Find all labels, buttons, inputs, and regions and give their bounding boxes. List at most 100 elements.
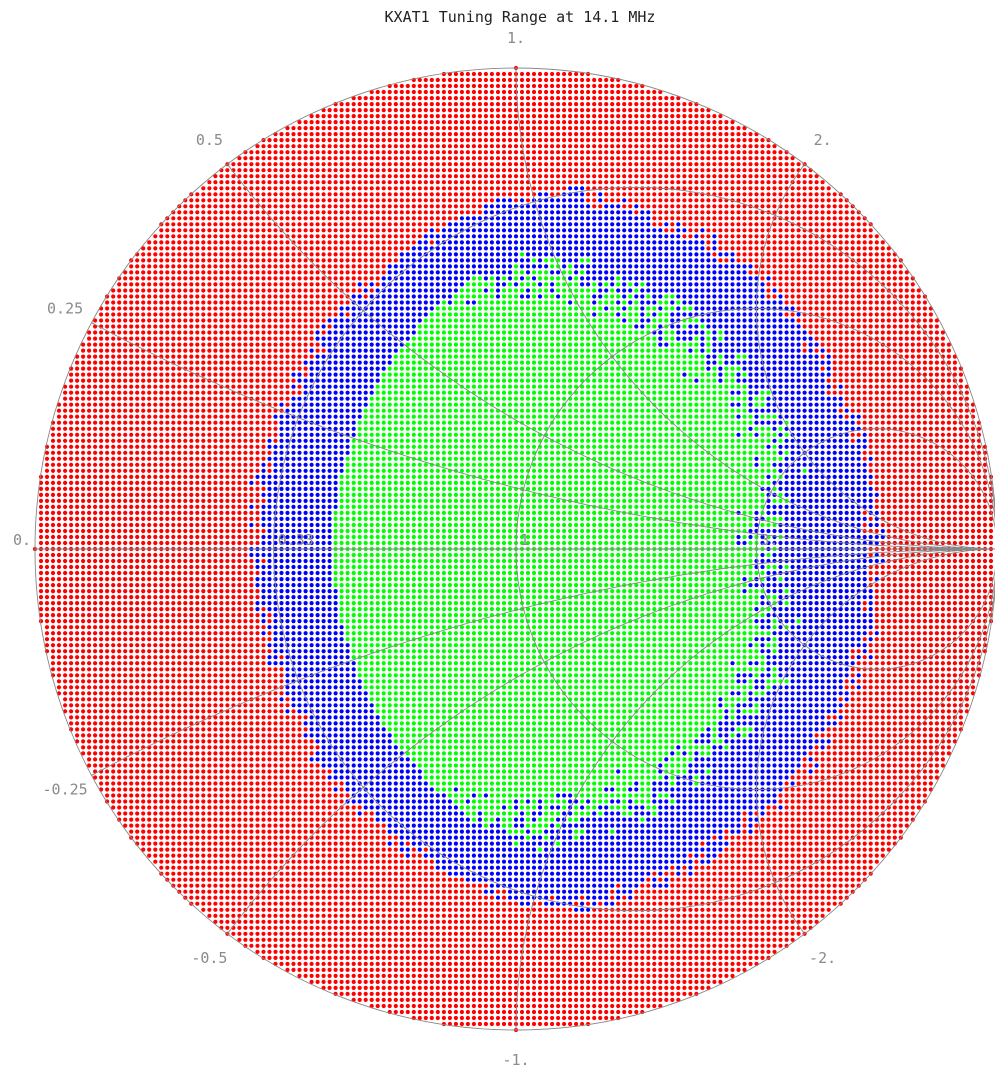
data-point-4265 (285, 192, 290, 197)
data-point-538 (93, 402, 98, 407)
data-point-110 (56, 655, 62, 660)
data-point-494 (93, 667, 98, 672)
data-point-3203 (243, 823, 248, 828)
data-point-2309 (201, 841, 206, 846)
data-point-1080 (129, 294, 134, 299)
data-point-3298 (243, 252, 248, 257)
data-point-3460 (255, 883, 260, 888)
data-point-3698 (261, 270, 266, 275)
data-point-2502 (207, 414, 212, 419)
data-point-4296 (291, 853, 296, 858)
data-point-3830 (267, 300, 272, 305)
data-point-4558 (297, 132, 302, 137)
data-point-23 (38, 486, 44, 491)
data-point-4868 (315, 865, 320, 870)
data-point-4614 (303, 655, 308, 660)
data-point-4474 (297, 637, 302, 642)
data-point-125 (56, 564, 62, 570)
data-point-1439 (153, 564, 158, 570)
data-point-35 (44, 595, 50, 600)
data-point-2020 (183, 432, 188, 437)
data-point-2300 (201, 895, 206, 900)
data-point-4330 (291, 649, 296, 654)
data-point-3343 (249, 781, 254, 786)
data-point-4177 (285, 721, 290, 726)
data-point-4584 (303, 835, 308, 840)
data-point-2431 (207, 841, 212, 846)
data-point-436 (87, 564, 92, 570)
data-point-250 (69, 474, 74, 479)
data-point-120 (56, 595, 62, 600)
data-point-2882 (225, 402, 230, 407)
data-point-78 (50, 570, 56, 576)
data-point-1268 (141, 354, 146, 359)
data-point-4518 (297, 372, 302, 377)
data-point-2403 (201, 276, 206, 281)
data-point-360 (81, 595, 86, 600)
data-point-2925 (231, 919, 236, 924)
data-point-4449 (297, 787, 302, 792)
data-point-1056 (129, 438, 134, 443)
data-point-3330 (249, 859, 254, 864)
data-point-2968 (231, 661, 236, 666)
data-point-135 (56, 504, 62, 509)
data-point-2814 (225, 811, 230, 816)
data-point-3684 (261, 354, 266, 359)
data-point-3082 (237, 757, 242, 762)
data-point-4812 (309, 330, 314, 335)
data-point-3922 (273, 577, 278, 582)
data-point-3116 (237, 552, 242, 558)
data-point-3726 (267, 925, 272, 930)
data-point-2019 (183, 438, 188, 443)
data-point-2344 (201, 631, 206, 636)
data-point-2170 (189, 240, 194, 245)
data-point-3034 (231, 264, 236, 269)
data-point-4699 (303, 144, 308, 149)
data-point-3016 (231, 372, 236, 377)
data-point-4271 (285, 156, 290, 161)
data-point-3488 (255, 715, 260, 720)
data-point-4214 (285, 498, 290, 503)
data-point-2269 (195, 360, 200, 365)
data-point-2872 (225, 462, 230, 467)
data-point-2800 (225, 895, 230, 900)
data-point-2276 (195, 318, 200, 323)
data-point-2451 (207, 721, 212, 726)
data-point-1089 (135, 829, 140, 834)
data-point-2373 (201, 456, 206, 461)
data-point-2282 (195, 282, 200, 287)
data-point-75 (50, 589, 56, 594)
data-point-1233 (141, 564, 146, 570)
data-point-4763 (309, 625, 314, 630)
data-point-834 (117, 649, 122, 654)
data-point-587 (99, 583, 104, 588)
data-point-1861 (177, 691, 182, 696)
data-point-1211 (141, 697, 146, 702)
data-point-1708 (165, 252, 170, 257)
data-point-1016 (129, 679, 134, 684)
data-point-2851 (225, 589, 230, 594)
data-point-2906 (225, 258, 230, 263)
data-point-134 (56, 510, 62, 515)
data-point-4270 (285, 162, 290, 167)
data-point-97 (50, 456, 56, 461)
data-point-3603 (261, 841, 266, 846)
data-point-1061 (129, 408, 134, 413)
data-point-1292 (147, 823, 152, 828)
data-point-4477 (297, 619, 302, 624)
data-point-3582 (255, 150, 260, 155)
data-point-1841 (177, 811, 182, 816)
data-point-278 (75, 685, 80, 690)
data-point-2207 (195, 733, 200, 738)
data-point-4516 (297, 384, 302, 389)
data-point-3344 (249, 775, 254, 780)
data-point-184 (63, 522, 68, 528)
data-point-4438 (297, 853, 302, 858)
data-point-2473 (207, 589, 212, 594)
data-point-2582 (213, 679, 218, 684)
data-point-4281 (291, 943, 296, 948)
data-point-3362 (249, 667, 254, 672)
data-point-69 (50, 625, 56, 630)
data-point-3954 (273, 384, 278, 389)
data-point-2606 (213, 534, 218, 540)
